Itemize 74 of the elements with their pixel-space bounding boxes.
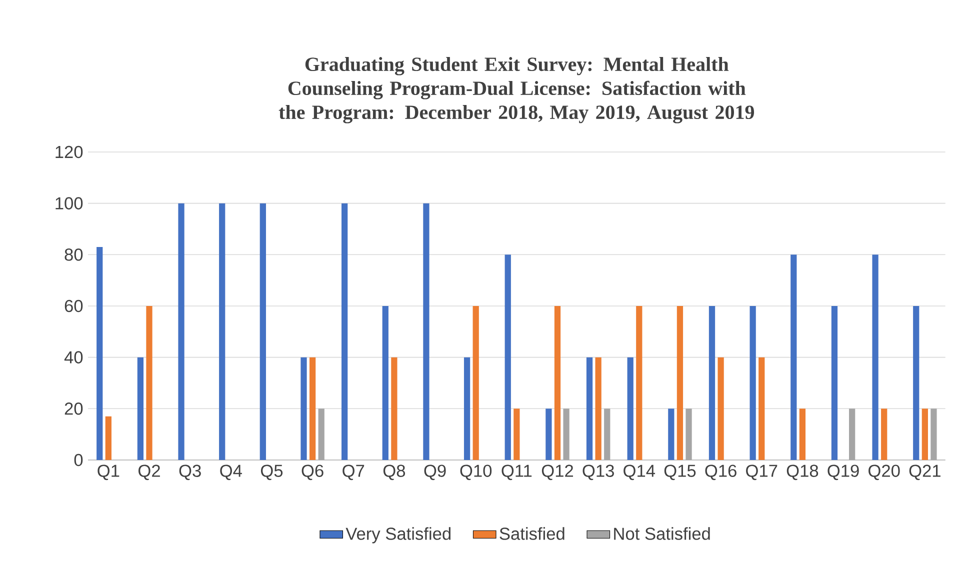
bar <box>750 306 756 460</box>
x-tick-label: Q11 <box>502 464 532 480</box>
x-tick-label: Q5 <box>260 464 283 480</box>
x-tick-label: Q6 <box>302 464 324 480</box>
bar <box>300 357 307 460</box>
bar <box>464 357 470 460</box>
bar <box>758 357 765 460</box>
bar <box>686 408 692 460</box>
bar <box>96 246 103 460</box>
bar <box>472 306 479 460</box>
bar <box>718 357 724 460</box>
bar <box>219 203 226 460</box>
x-tick-label: Q17 <box>746 464 778 480</box>
x-tick-label: Q8 <box>383 464 406 480</box>
bar <box>146 306 152 460</box>
chart-title: Graduating Student Exit Survey: Mental Health Counseling Program-Dual License: Satisfaction with the Program: December 2018, May 2019, August 2019 <box>278 57 754 124</box>
x-tick-label: Q10 <box>460 464 492 480</box>
bar <box>309 357 316 460</box>
bar <box>504 254 511 460</box>
bar <box>790 254 797 460</box>
y-tick-label: 80 <box>64 248 83 261</box>
bar <box>105 416 112 460</box>
bar <box>636 306 642 460</box>
bar <box>260 203 266 460</box>
x-tick-label: Q7 <box>342 464 364 480</box>
y-tick-label: 100 <box>56 197 83 210</box>
bar <box>554 306 561 460</box>
bar <box>668 408 674 460</box>
y-tick-label: 20 <box>64 402 83 415</box>
bar <box>872 254 878 460</box>
legend-label: Not Satisfied <box>614 527 710 540</box>
bar <box>831 306 838 460</box>
legend-label: Very Satisfied <box>346 527 451 544</box>
x-tick-label: Q4 <box>220 464 242 480</box>
y-tick-label: 0 <box>74 454 83 466</box>
x-tick-label: Q12 <box>542 464 573 480</box>
bar <box>604 408 610 460</box>
bar <box>849 408 856 460</box>
bar <box>514 408 520 460</box>
bar <box>922 408 928 460</box>
bar <box>627 357 634 460</box>
bar <box>342 203 348 460</box>
bar <box>595 357 602 460</box>
bar <box>546 408 552 460</box>
y-tick-label: 120 <box>56 146 83 158</box>
x-tick-label: Q21 <box>909 464 940 480</box>
bar <box>391 357 398 460</box>
bar <box>881 408 888 460</box>
bar <box>708 306 716 460</box>
x-tick-label: Q14 <box>624 464 656 480</box>
y-tick-label: 60 <box>64 300 83 312</box>
bar <box>913 306 920 460</box>
x-tick-label: Q15 <box>664 464 696 480</box>
x-tick-label: Q2 <box>138 464 160 480</box>
bar <box>676 306 684 460</box>
bar <box>178 203 184 460</box>
bar <box>382 306 388 460</box>
bar <box>318 408 324 460</box>
y-tick-label: 40 <box>64 351 83 364</box>
x-tick-label: Q3 <box>179 464 201 480</box>
legend-label: Satisfied <box>500 527 564 540</box>
x-tick-label: Q16 <box>705 464 736 480</box>
x-tick-label: Q13 <box>582 464 614 480</box>
bar <box>586 357 593 460</box>
bar <box>799 408 806 460</box>
bar <box>563 408 570 460</box>
x-tick-label: Q18 <box>786 464 818 480</box>
bar <box>423 203 430 460</box>
x-tick-label: Q9 <box>424 464 446 480</box>
x-tick-label: Q1 <box>98 464 120 480</box>
bar <box>930 408 937 460</box>
x-tick-label: Q20 <box>868 464 900 480</box>
x-tick-label: Q19 <box>828 464 859 480</box>
bar <box>137 357 144 460</box>
